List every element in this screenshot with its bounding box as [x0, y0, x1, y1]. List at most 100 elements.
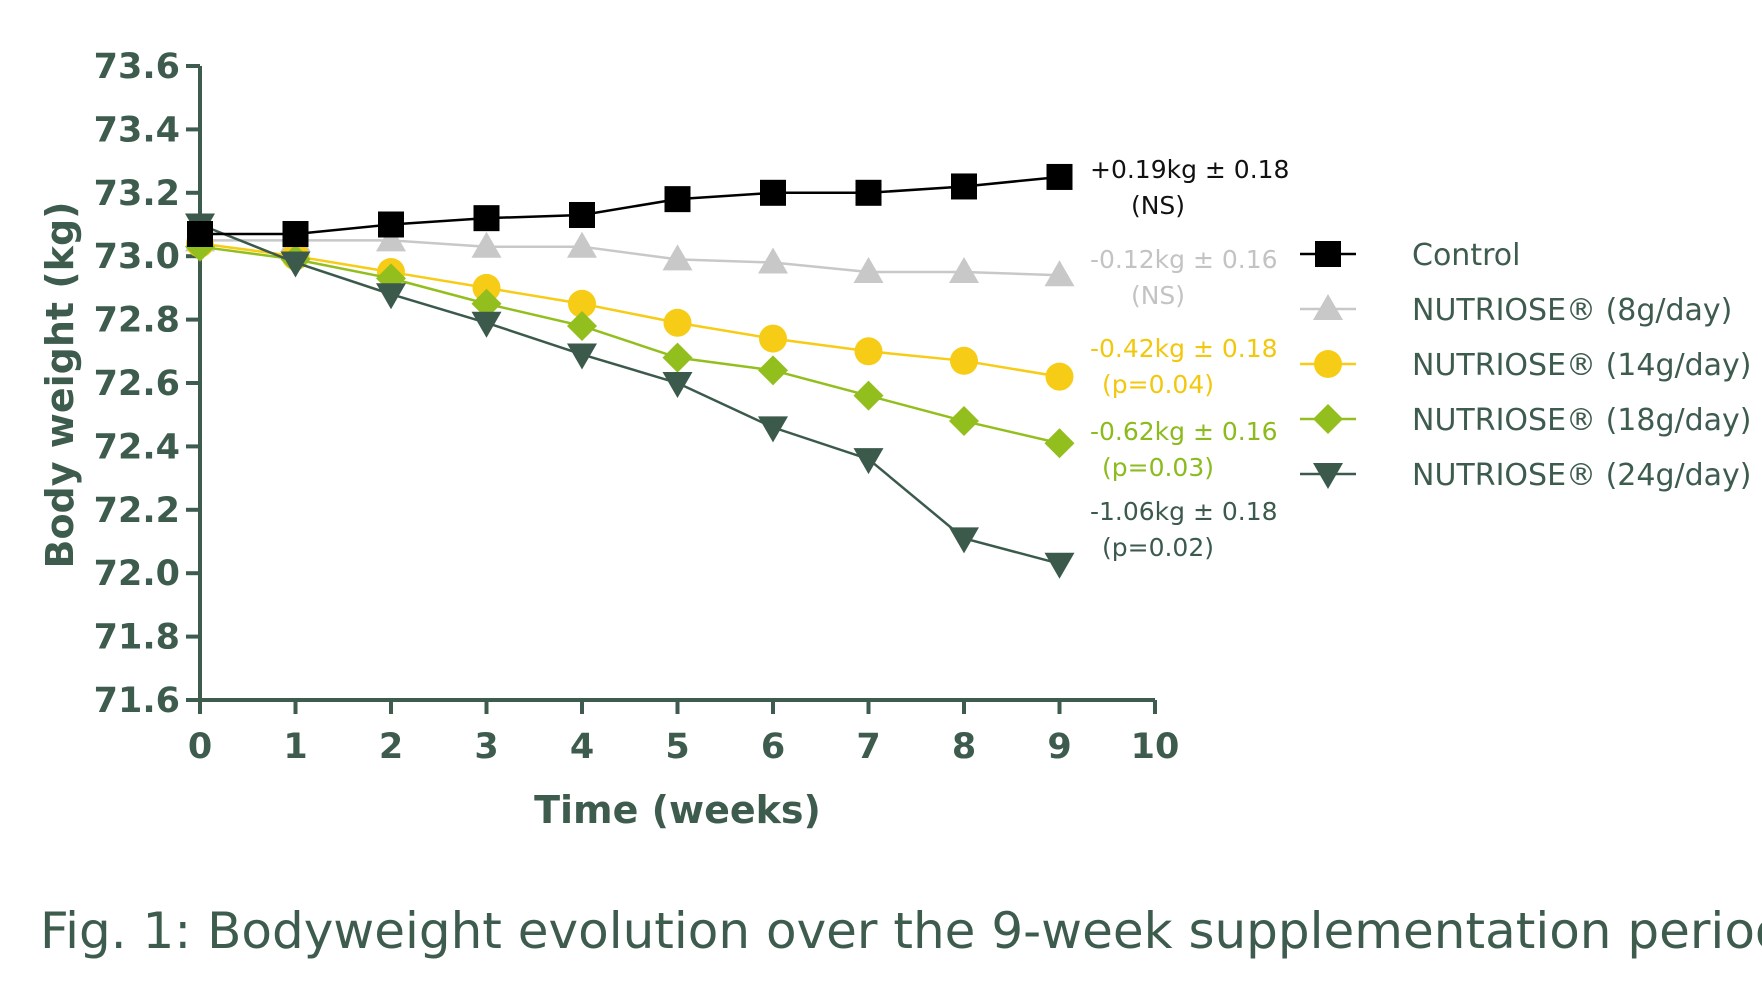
series-3	[185, 231, 1075, 459]
legend-item: NUTRIOSE® (14g/day)	[1300, 348, 1751, 383]
series-1	[185, 225, 1075, 287]
data-point	[567, 310, 597, 341]
data-point	[280, 251, 311, 278]
legend-item: NUTRIOSE® (24g/day)	[1300, 458, 1751, 493]
data-point	[758, 247, 788, 274]
series-line	[200, 239, 1060, 277]
y-tick-label: 73.0	[94, 237, 180, 277]
chart-annotations: +0.19kg ± 0.18 (NS) -0.12kg ± 0.16 (NS) -0.4…	[1090, 155, 1289, 562]
series-annotation: (p=0.04)	[1102, 370, 1214, 399]
y-tick-label: 72.2	[94, 491, 180, 531]
data-point	[949, 527, 979, 554]
data-point	[950, 346, 978, 375]
x-tick-label: 0	[188, 727, 212, 767]
y-tick-label: 73.6	[94, 47, 180, 87]
series-0	[187, 163, 1073, 248]
legend-marker	[1313, 404, 1343, 434]
data-point	[949, 406, 979, 437]
data-point	[759, 324, 787, 353]
data-point	[853, 448, 884, 475]
x-tick-label: 9	[1047, 727, 1071, 767]
data-point	[664, 186, 691, 213]
figure-caption: Fig. 1: Bodyweight evolution over the 9-…	[40, 902, 1762, 960]
data-point	[951, 173, 977, 200]
data-point	[568, 289, 596, 318]
data-point	[282, 221, 309, 248]
data-point	[663, 308, 692, 337]
x-tick-label: 5	[665, 727, 689, 767]
series-annotation: -0.12kg ± 0.16	[1090, 245, 1278, 274]
y-tick-label: 72.4	[94, 427, 180, 467]
x-tick-label: 2	[379, 727, 403, 767]
chart-series	[185, 163, 1075, 579]
x-tick-label: 1	[283, 727, 307, 767]
series-annotation: (p=0.03)	[1102, 453, 1214, 482]
y-tick-label: 72.0	[94, 554, 180, 594]
x-axis-title: Time (weeks)	[534, 788, 821, 832]
data-point	[471, 231, 502, 258]
data-point	[187, 221, 213, 248]
series-annotation: (p=0.02)	[1102, 533, 1214, 562]
data-point	[758, 355, 788, 386]
series-annotation: -0.62kg ± 0.16	[1090, 417, 1278, 446]
series-annotation: (NS)	[1131, 281, 1185, 310]
series-line	[199, 242, 1060, 378]
data-point	[1046, 163, 1073, 190]
data-point	[376, 225, 406, 252]
legend-item: Control	[1300, 238, 1520, 273]
series-line	[199, 245, 1060, 445]
data-point	[1045, 362, 1074, 391]
data-point	[662, 372, 693, 398]
legend-marker	[1314, 350, 1342, 378]
data-point	[473, 205, 500, 232]
legend-item: NUTRIOSE® (18g/day)	[1300, 403, 1751, 438]
legend-label: NUTRIOSE® (8g/day)	[1412, 293, 1732, 328]
legend-label: NUTRIOSE® (18g/day)	[1412, 403, 1751, 438]
series-4	[185, 213, 1075, 579]
legend-item: NUTRIOSE® (8g/day)	[1300, 293, 1732, 328]
x-tick-label: 8	[952, 727, 976, 767]
legend-label: NUTRIOSE® (24g/day)	[1412, 458, 1751, 493]
data-point	[569, 201, 595, 228]
legend-marker	[1313, 463, 1343, 489]
chart-axes: 71.6 71.8 72.0 72.2 72.4 72.6 72.8 73.0 73.2 73.4…	[94, 47, 1180, 767]
x-tick-label: 7	[856, 727, 880, 767]
legend-marker	[1315, 241, 1341, 267]
y-tick-label: 71.8	[94, 618, 180, 658]
data-point	[378, 211, 404, 238]
data-point	[376, 283, 406, 310]
series-annotation: +0.19kg ± 0.18	[1090, 155, 1289, 184]
legend-label: NUTRIOSE® (14g/day)	[1412, 348, 1751, 383]
y-tick-label: 72.6	[94, 364, 180, 404]
data-point	[567, 231, 597, 258]
data-point	[758, 416, 788, 443]
y-tick-label: 72.8	[94, 301, 180, 341]
x-tick-label: 4	[570, 727, 594, 767]
data-point	[1044, 552, 1075, 579]
y-tick-label: 73.2	[94, 174, 180, 214]
data-point	[662, 244, 693, 271]
data-point	[855, 179, 882, 206]
y-axis-title: Body weight (kg)	[38, 201, 82, 568]
chart-legend: Control NUTRIOSE® (8g/day) NUTRIOSE® (14g/…	[1300, 238, 1751, 493]
legend-marker	[1313, 294, 1343, 320]
legend-label: Control	[1412, 238, 1520, 273]
series-annotation: -0.42kg ± 0.18	[1090, 334, 1278, 363]
data-point	[854, 337, 883, 366]
data-point	[1044, 260, 1075, 287]
data-point	[853, 380, 884, 411]
data-point	[567, 343, 597, 370]
x-tick-label: 10	[1131, 727, 1180, 767]
series-line	[200, 175, 1060, 236]
data-point	[853, 257, 884, 284]
data-point	[662, 342, 693, 373]
series-line	[199, 223, 1060, 565]
data-point	[949, 257, 979, 284]
x-tick-label: 6	[761, 727, 785, 767]
data-point	[1044, 428, 1075, 459]
data-point	[760, 179, 786, 206]
data-point	[471, 288, 502, 319]
x-tick-label: 3	[474, 727, 498, 767]
data-point	[471, 311, 502, 338]
